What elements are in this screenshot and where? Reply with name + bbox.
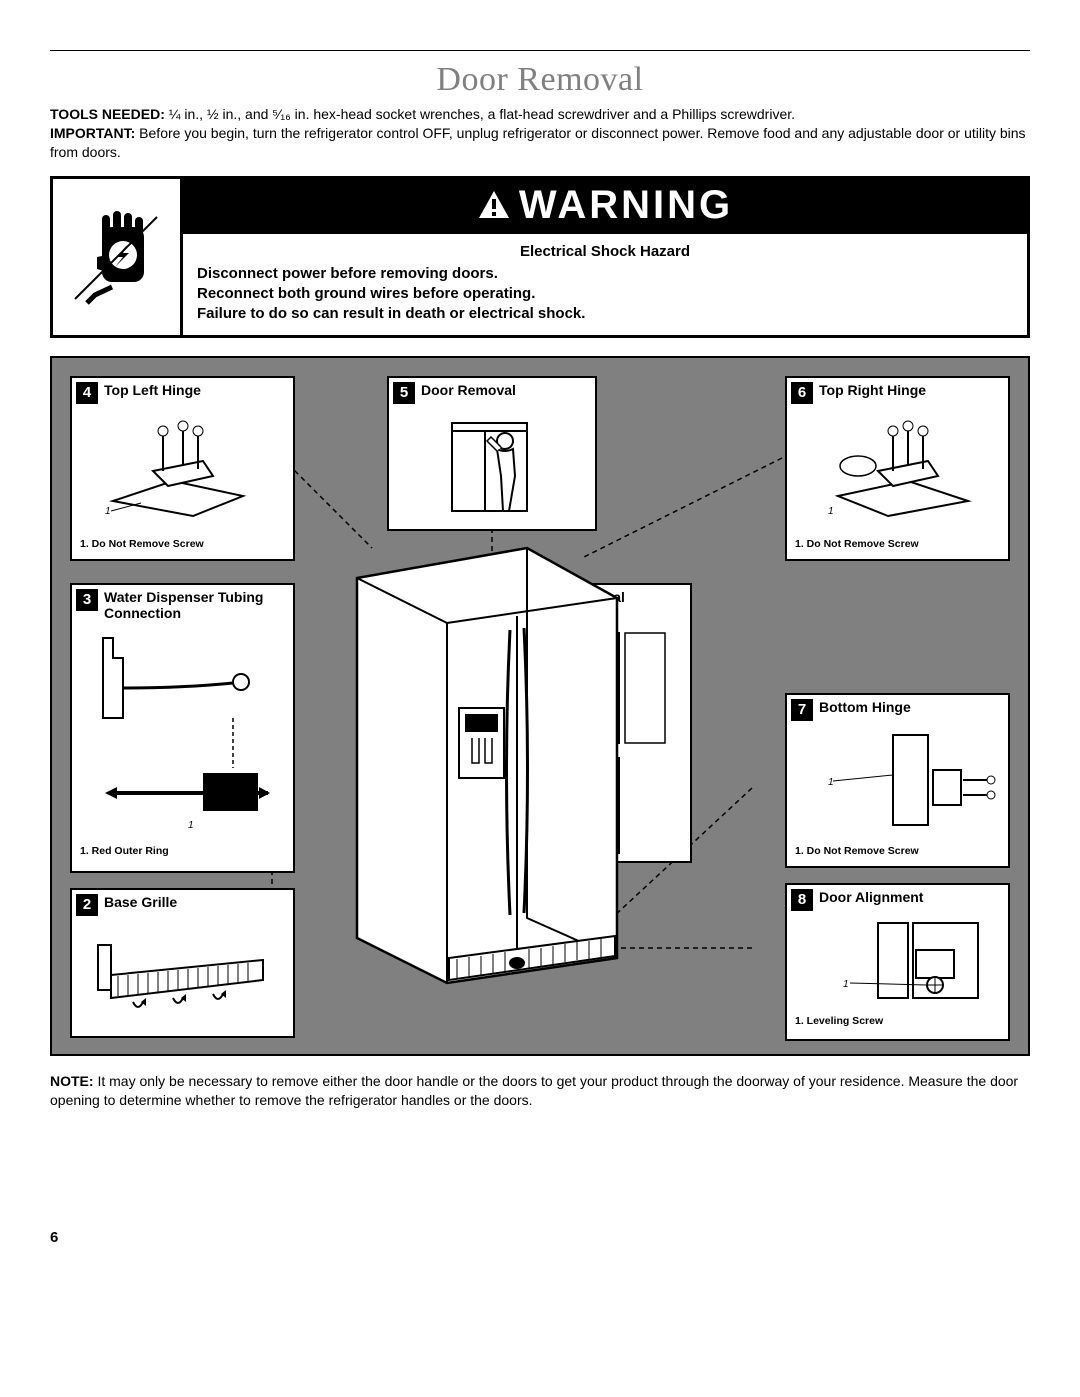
step-2-box: 2 Base Grille: [70, 888, 295, 1038]
warning-panel: WARNING Electrical Shock Hazard Disconne…: [50, 176, 1030, 338]
bottom-hinge-diagram: 1: [798, 725, 998, 840]
warning-line2: Reconnect both ground wires before opera…: [197, 284, 1013, 304]
section-title: Door Removal: [50, 61, 1030, 99]
step-3-box: 3 Water Dispenser Tubing Connection 1 1. …: [70, 583, 295, 873]
step-2-label: Base Grille: [104, 894, 177, 910]
step-6-label: Top Right Hinge: [819, 382, 926, 398]
shock-hazard-icon: [53, 179, 183, 335]
base-grille-diagram: [83, 920, 283, 1030]
svg-text:1: 1: [828, 506, 834, 517]
step-5-label: Door Removal: [421, 382, 516, 398]
tools-label: TOOLS NEEDED:: [50, 106, 165, 122]
manual-page: Door Removal TOOLS NEEDED: ¼ in., ½ in.,…: [0, 0, 1080, 1286]
important-label: IMPORTANT:: [50, 125, 135, 141]
step-8-box: 8 Door Alignment 1 1. Leveling Screw: [785, 883, 1010, 1041]
top-rule: [50, 50, 1030, 51]
door-removal-diagram: [427, 411, 557, 521]
step-8-num: 8: [791, 889, 813, 911]
step-6-caption: 1. Do Not Remove Screw: [787, 536, 1008, 554]
intro-paragraph: TOOLS NEEDED: ¼ in., ½ in., and ⁵⁄₁₆ in.…: [50, 105, 1030, 162]
top-right-hinge-diagram: 1: [808, 411, 988, 531]
step-2-num: 2: [76, 894, 98, 916]
warning-line1: Disconnect power before removing doors.: [197, 264, 1013, 284]
water-tubing-diagram: 1: [83, 628, 283, 838]
step-3-num: 3: [76, 589, 98, 611]
tools-text: ¼ in., ½ in., and ⁵⁄₁₆ in. hex-head sock…: [165, 106, 795, 122]
step-6-num: 6: [791, 382, 813, 404]
step-3-label: Water Dispenser Tubing Connection: [104, 589, 274, 621]
refrigerator-illustration: [317, 538, 647, 988]
hazard-line: Electrical Shock Hazard: [197, 242, 1013, 262]
svg-text:1: 1: [828, 777, 834, 788]
svg-text:1: 1: [843, 979, 849, 990]
warning-line3: Failure to do so can result in death or …: [197, 304, 1013, 324]
svg-text:1: 1: [105, 506, 111, 517]
step-7-label: Bottom Hinge: [819, 699, 911, 715]
diagram-panel: 4 Top Left Hinge 1 1. Do Not Remove Screw: [50, 356, 1030, 1056]
step-5-box: 5 Door Removal: [387, 376, 597, 531]
warning-body: Electrical Shock Hazard Disconnect power…: [183, 234, 1027, 335]
step-8-label: Door Alignment: [819, 889, 923, 905]
warning-content: WARNING Electrical Shock Hazard Disconne…: [183, 179, 1027, 335]
step-4-caption: 1. Do Not Remove Screw: [72, 536, 293, 554]
step-5-num: 5: [393, 382, 415, 404]
step-4-num: 4: [76, 382, 98, 404]
step-3-caption: 1. Red Outer Ring: [72, 843, 293, 861]
top-left-hinge-diagram: 1: [93, 411, 273, 531]
warning-header-bar: WARNING: [183, 179, 1027, 234]
note-text: It may only be necessary to remove eithe…: [50, 1073, 1018, 1108]
note-label: NOTE:: [50, 1073, 94, 1089]
warning-word: WARNING: [519, 183, 733, 228]
note-paragraph: NOTE: It may only be necessary to remove…: [50, 1072, 1030, 1110]
step-6-box: 6 Top Right Hinge 1 1. Do Not Remove Scre…: [785, 376, 1010, 561]
page-number: 6: [50, 1229, 1030, 1246]
important-text: Before you begin, turn the refrigerator …: [50, 125, 1026, 160]
step-8-caption: 1. Leveling Screw: [787, 1013, 1008, 1031]
step-4-box: 4 Top Left Hinge 1 1. Do Not Remove Screw: [70, 376, 295, 561]
door-alignment-diagram: 1: [798, 915, 998, 1010]
step-7-box: 7 Bottom Hinge 1 1. Do Not Remove Screw: [785, 693, 1010, 868]
step-4-label: Top Left Hinge: [104, 382, 201, 398]
svg-text:1: 1: [188, 820, 194, 831]
step-7-num: 7: [791, 699, 813, 721]
warning-triangle-icon: [477, 188, 511, 222]
step-7-caption: 1. Do Not Remove Screw: [787, 843, 1008, 861]
